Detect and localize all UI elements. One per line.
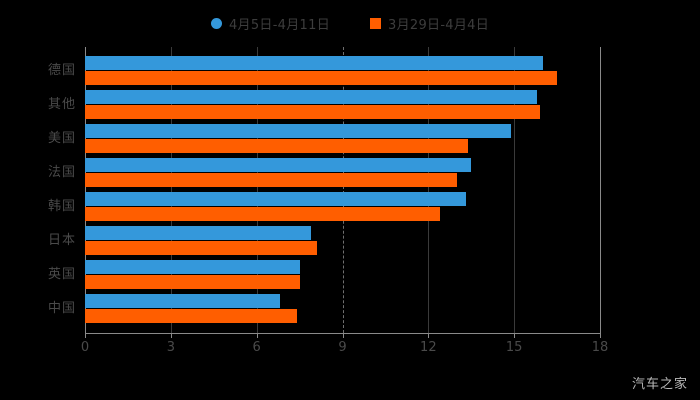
bar-groups xyxy=(85,47,600,333)
y-axis-label-日本: 日本 xyxy=(47,233,76,248)
legend-item-series-2[interactable]: 3月29日-4月4日 xyxy=(370,14,489,33)
bar-中国-series-2[interactable] xyxy=(85,309,297,323)
x-tick-mark-9 xyxy=(342,333,344,338)
y-axis-label-英国: 英国 xyxy=(47,267,76,282)
gridline-x-0 xyxy=(85,47,86,333)
bar-其他-series-1[interactable] xyxy=(85,90,538,104)
y-axis-label-韩国: 韩国 xyxy=(47,199,76,214)
x-axis-label-3: 3 xyxy=(166,340,175,355)
gridline-x-3 xyxy=(170,47,172,333)
x-axis-label-18: 18 xyxy=(591,340,609,355)
bar-其他-series-2[interactable] xyxy=(85,105,540,119)
bar-group xyxy=(85,292,600,326)
watermark: 汽车之家 xyxy=(631,377,688,392)
x-axis-label-15: 15 xyxy=(505,340,523,355)
x-axis-label-12: 12 xyxy=(420,340,437,355)
x-tick-mark-18 xyxy=(600,333,601,338)
y-axis-label-中国: 中国 xyxy=(47,301,76,316)
bar-日本-series-1[interactable] xyxy=(85,226,312,240)
x-tick-mark-0 xyxy=(85,333,86,338)
gridline-x-12 xyxy=(428,47,430,333)
bar-group xyxy=(85,88,600,122)
y-axis-label-其他: 其他 xyxy=(47,97,76,112)
bar-group xyxy=(85,190,600,224)
gridline-x-6 xyxy=(256,47,258,333)
bar-日本-series-2[interactable] xyxy=(85,241,317,255)
x-tick-mark-3 xyxy=(170,333,172,338)
bar-德国-series-1[interactable] xyxy=(85,56,543,70)
x-axis-label-6: 6 xyxy=(252,340,261,355)
bar-group xyxy=(85,122,600,156)
bar-德国-series-2[interactable] xyxy=(85,71,558,85)
bar-美国-series-1[interactable] xyxy=(85,124,512,138)
x-tick-mark-6 xyxy=(256,333,258,338)
plot-area xyxy=(85,47,601,333)
bar-group xyxy=(85,258,600,292)
bar-美国-series-2[interactable] xyxy=(85,139,469,153)
legend-marker-circle-icon xyxy=(210,17,222,29)
y-axis-labels: 德国其他美国法国韩国日本英国中国 xyxy=(0,47,76,333)
x-tick-mark-15 xyxy=(514,333,516,338)
bar-group xyxy=(85,224,600,258)
x-tick-mark-12 xyxy=(428,333,430,338)
y-axis-label-德国: 德国 xyxy=(47,63,76,78)
gridline-x-15 xyxy=(514,47,516,333)
legend-label-series-1: 4月5日-4月11日 xyxy=(228,17,330,33)
legend-item-series-1[interactable]: 4月5日-4月11日 xyxy=(210,14,330,33)
legend-label-series-2: 3月29日-4月4日 xyxy=(388,17,490,33)
gridline-x-18 xyxy=(600,47,601,333)
legend-marker-square-icon xyxy=(370,17,381,29)
bar-韩国-series-1[interactable] xyxy=(85,192,466,206)
x-axis-label-9: 9 xyxy=(338,340,347,355)
bar-中国-series-1[interactable] xyxy=(85,294,280,308)
bar-法国-series-1[interactable] xyxy=(85,158,472,172)
x-axis: 0 3 6 9 12 15 18 xyxy=(81,333,608,357)
bar-group xyxy=(85,156,600,190)
chart-legend: 4月5日-4月11日 3月29日-4月4日 xyxy=(0,10,700,36)
y-axis-label-美国: 美国 xyxy=(47,131,76,146)
bar-group xyxy=(85,54,600,88)
x-axis-label-0: 0 xyxy=(80,340,90,355)
gridline-x-9 xyxy=(342,47,345,333)
y-axis-label-法国: 法国 xyxy=(47,165,76,180)
bar-韩国-series-2[interactable] xyxy=(85,207,440,221)
bar-英国-series-1[interactable] xyxy=(85,260,300,274)
bar-法国-series-2[interactable] xyxy=(85,173,457,187)
bar-英国-series-2[interactable] xyxy=(85,275,300,289)
